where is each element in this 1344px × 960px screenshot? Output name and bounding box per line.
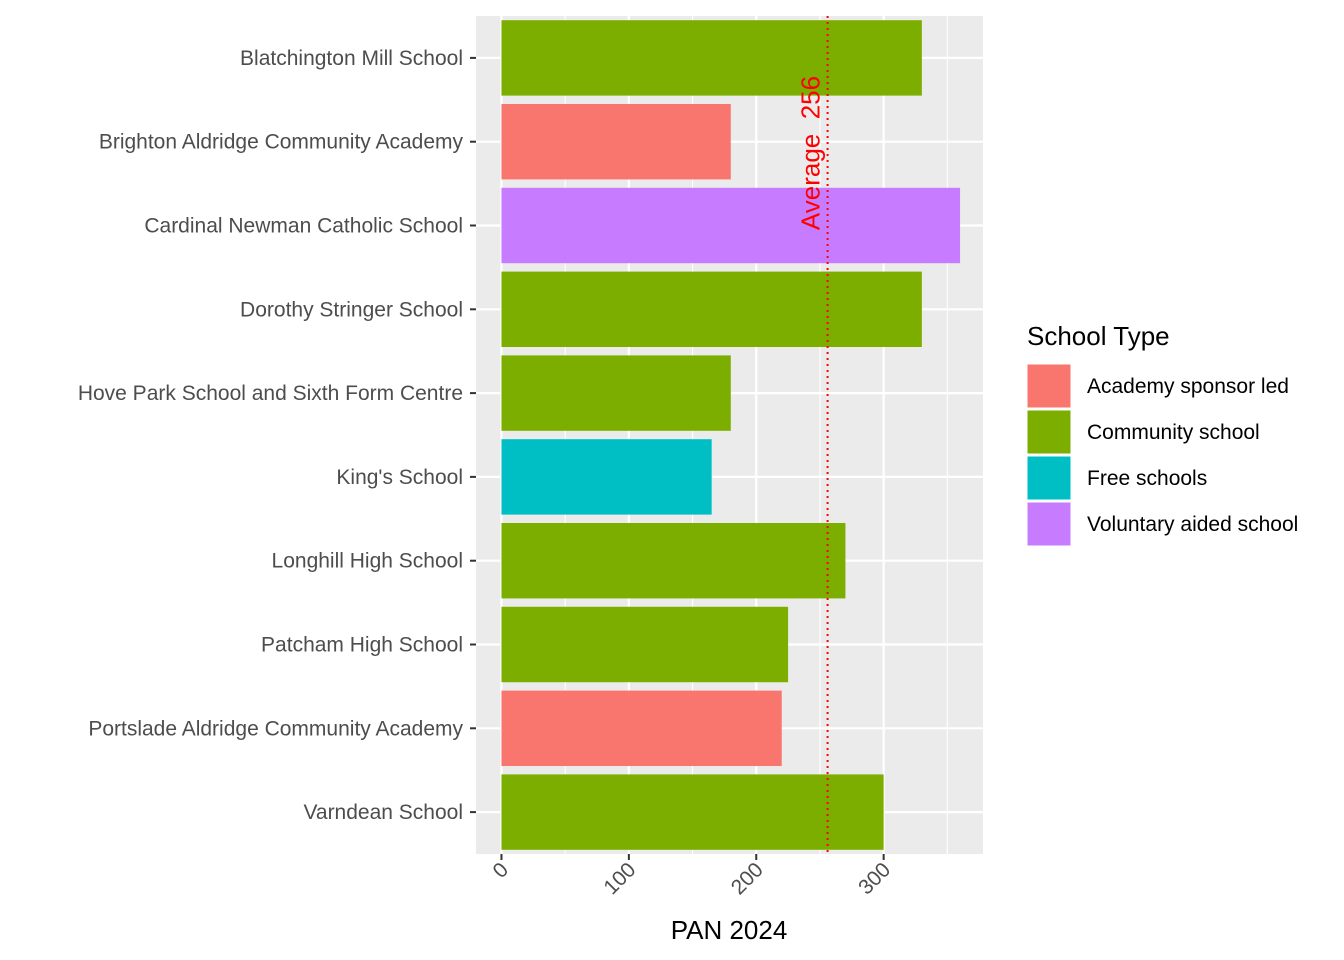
y-tick-label: King's School — [336, 466, 463, 489]
y-tick-label: Longhill High School — [272, 550, 463, 573]
y-tick-label: Portslade Aldridge Community Academy — [88, 717, 463, 740]
bar — [501, 355, 731, 431]
x-tick-label: 300 — [854, 858, 895, 899]
y-tick-label: Patcham High School — [261, 634, 463, 657]
legend-key — [1026, 501, 1072, 547]
legend-label: Voluntary aided school — [1087, 513, 1298, 536]
y-axis: Blatchington Mill School Brighton Aldridg… — [78, 47, 476, 824]
legend-label: Community school — [1087, 421, 1260, 444]
bar — [501, 774, 884, 850]
y-tick-label: Dorothy Stringer School — [240, 298, 463, 321]
y-tick-label: Cardinal Newman Catholic School — [144, 215, 463, 238]
x-tick-label: 0 — [488, 858, 513, 883]
bar — [501, 20, 922, 96]
legend-key — [1026, 409, 1072, 455]
x-axis: 0 100 200 300 — [488, 854, 895, 899]
x-tick-label: 200 — [727, 858, 768, 899]
x-tick-label: 100 — [599, 858, 640, 899]
bar — [501, 522, 846, 599]
bar — [501, 187, 961, 264]
legend-label: Free schools — [1087, 467, 1207, 490]
reference-line-group: Average 256 — [796, 16, 829, 854]
bar — [501, 606, 789, 683]
legend-items: Academy sponsor led Community school Free … — [1026, 363, 1298, 547]
legend-label: Academy sponsor led — [1087, 375, 1289, 398]
bar — [501, 271, 922, 348]
bar — [501, 103, 731, 180]
y-tick-label: Hove Park School and Sixth Form Centre — [78, 382, 463, 405]
bars — [501, 20, 961, 850]
y-tick-label: Blatchington Mill School — [240, 47, 463, 70]
legend: School Type Academy sponsor led Community… — [1026, 321, 1298, 547]
y-tick-label: Brighton Aldridge Community Academy — [99, 131, 464, 154]
legend-key — [1026, 455, 1072, 501]
x-axis-title: PAN 2024 — [671, 915, 788, 945]
bar — [501, 690, 782, 767]
y-tick-label: Varndean School — [303, 801, 463, 824]
bar — [501, 439, 712, 515]
average-label: Average 256 — [796, 76, 826, 230]
legend-key — [1026, 363, 1072, 409]
legend-title: School Type — [1027, 321, 1170, 351]
